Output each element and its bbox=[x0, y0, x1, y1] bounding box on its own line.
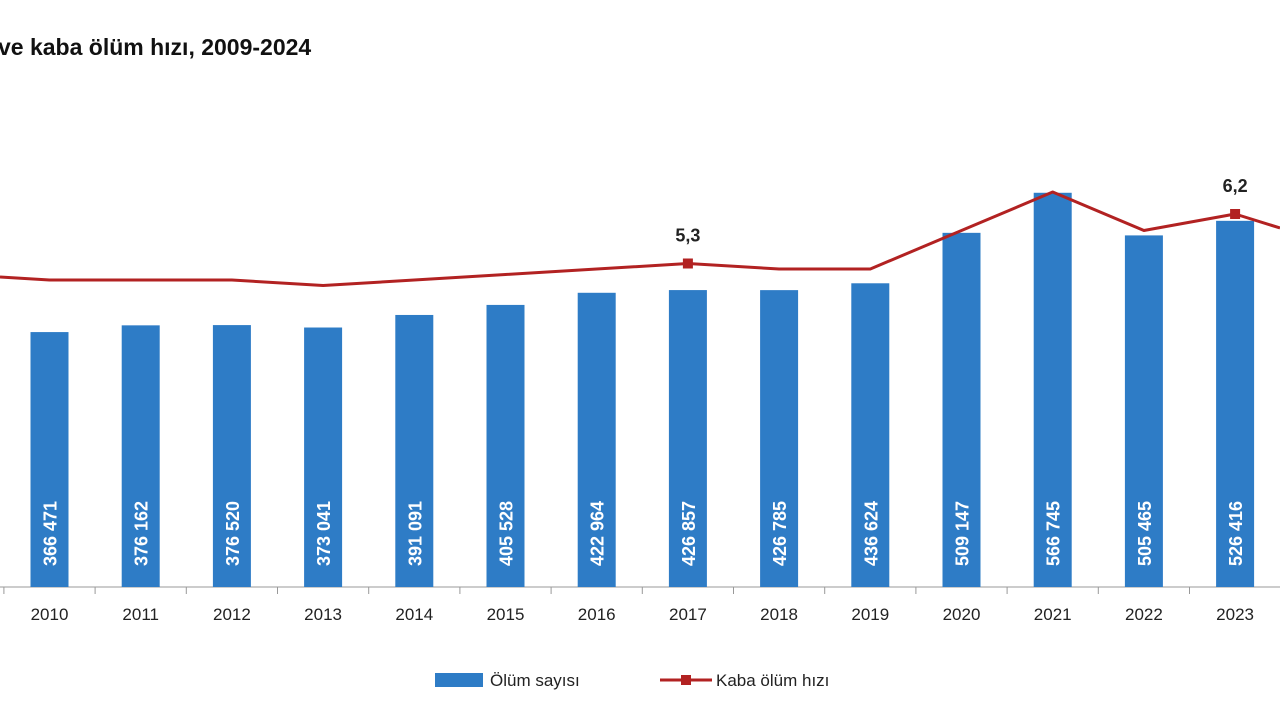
bar-value-label-2022: 505 465 bbox=[1135, 501, 1155, 566]
x-axis-tick-labels: 2010 2011 2012 2013 2014 2015 2016 2017 2018 2019… bbox=[31, 605, 1254, 624]
legend-swatch-bar bbox=[435, 673, 483, 687]
bar-2016 bbox=[577, 292, 616, 587]
bar-2022 bbox=[1124, 235, 1163, 587]
bar-value-label-2011: 376 162 bbox=[132, 501, 152, 566]
bar-series bbox=[30, 192, 1255, 588]
bar-2019 bbox=[851, 283, 890, 587]
bar-value-label-2016: 422 964 bbox=[588, 501, 608, 566]
bar-2020 bbox=[942, 232, 981, 587]
bar-value-labels: 366 471 376 162 376 520 373 041 391 091 405 5… bbox=[41, 501, 1247, 566]
legend-label-kaba-olum-hizi: Kaba ölüm hızı bbox=[716, 671, 829, 690]
x-tick-label-2022: 2022 bbox=[1125, 605, 1163, 624]
x-tick-label-2013: 2013 bbox=[304, 605, 342, 624]
x-tick-label-2015: 2015 bbox=[487, 605, 525, 624]
line-marker-2023 bbox=[1230, 209, 1241, 219]
line-kaba-olum-hizi bbox=[0, 190, 1280, 287]
bar-2017 bbox=[668, 290, 707, 587]
legend-swatch-marker bbox=[681, 675, 691, 685]
bar-2012 bbox=[212, 325, 251, 587]
line-value-label-2023: 6,2 bbox=[1223, 176, 1248, 196]
bar-value-label-2012: 376 520 bbox=[223, 501, 243, 566]
x-tick-label-2018: 2018 bbox=[760, 605, 798, 624]
legend: Ölüm sayısı Kaba ölüm hızı bbox=[435, 671, 829, 690]
bar-2013 bbox=[304, 327, 343, 587]
bar-value-label-2020: 509 147 bbox=[953, 501, 973, 566]
x-tick-label-2017: 2017 bbox=[669, 605, 707, 624]
line-value-labels: 5,3 6,2 bbox=[675, 176, 1247, 246]
x-tick-label-2019: 2019 bbox=[851, 605, 889, 624]
x-tick-label-2014: 2014 bbox=[395, 605, 433, 624]
x-tick-label-2011: 2011 bbox=[122, 605, 159, 624]
x-tick-label-2023: 2023 bbox=[1216, 605, 1254, 624]
x-tick-label-2020: 2020 bbox=[943, 605, 981, 624]
line-series bbox=[0, 190, 1280, 287]
x-tick-label-2010: 2010 bbox=[31, 605, 69, 624]
bar-2014 bbox=[395, 314, 434, 587]
x-tick-label-2016: 2016 bbox=[578, 605, 616, 624]
bar-2015 bbox=[486, 304, 525, 587]
bar-value-label-2018: 426 785 bbox=[770, 501, 790, 566]
legend-label-olum-sayisi: Ölüm sayısı bbox=[490, 671, 580, 690]
line-value-label-2017: 5,3 bbox=[675, 226, 700, 246]
bar-2010 bbox=[30, 332, 69, 587]
line-marker-2017 bbox=[682, 258, 693, 269]
x-axis-ticks bbox=[3, 587, 1190, 594]
bar-2018 bbox=[760, 290, 799, 587]
bar-value-label-2023: 526 416 bbox=[1226, 501, 1246, 566]
bar-value-label-2015: 405 528 bbox=[497, 501, 517, 566]
bar-value-label-2010: 366 471 bbox=[41, 501, 61, 566]
chart-title: ve kaba ölüm hızı, 2009-2024 bbox=[0, 34, 312, 60]
x-tick-label-2021: 2021 bbox=[1034, 605, 1072, 624]
x-tick-label-2012: 2012 bbox=[213, 605, 251, 624]
bar-value-label-2017: 426 857 bbox=[679, 501, 699, 566]
bar-2021 bbox=[1033, 192, 1072, 588]
bar-2011 bbox=[121, 325, 160, 587]
bar-value-label-2021: 566 745 bbox=[1044, 501, 1064, 566]
bar-value-label-2013: 373 041 bbox=[314, 501, 334, 566]
bar-2023 bbox=[1216, 220, 1255, 588]
bar-value-label-2014: 391 091 bbox=[405, 501, 425, 566]
bar-value-label-2019: 436 624 bbox=[861, 501, 881, 566]
